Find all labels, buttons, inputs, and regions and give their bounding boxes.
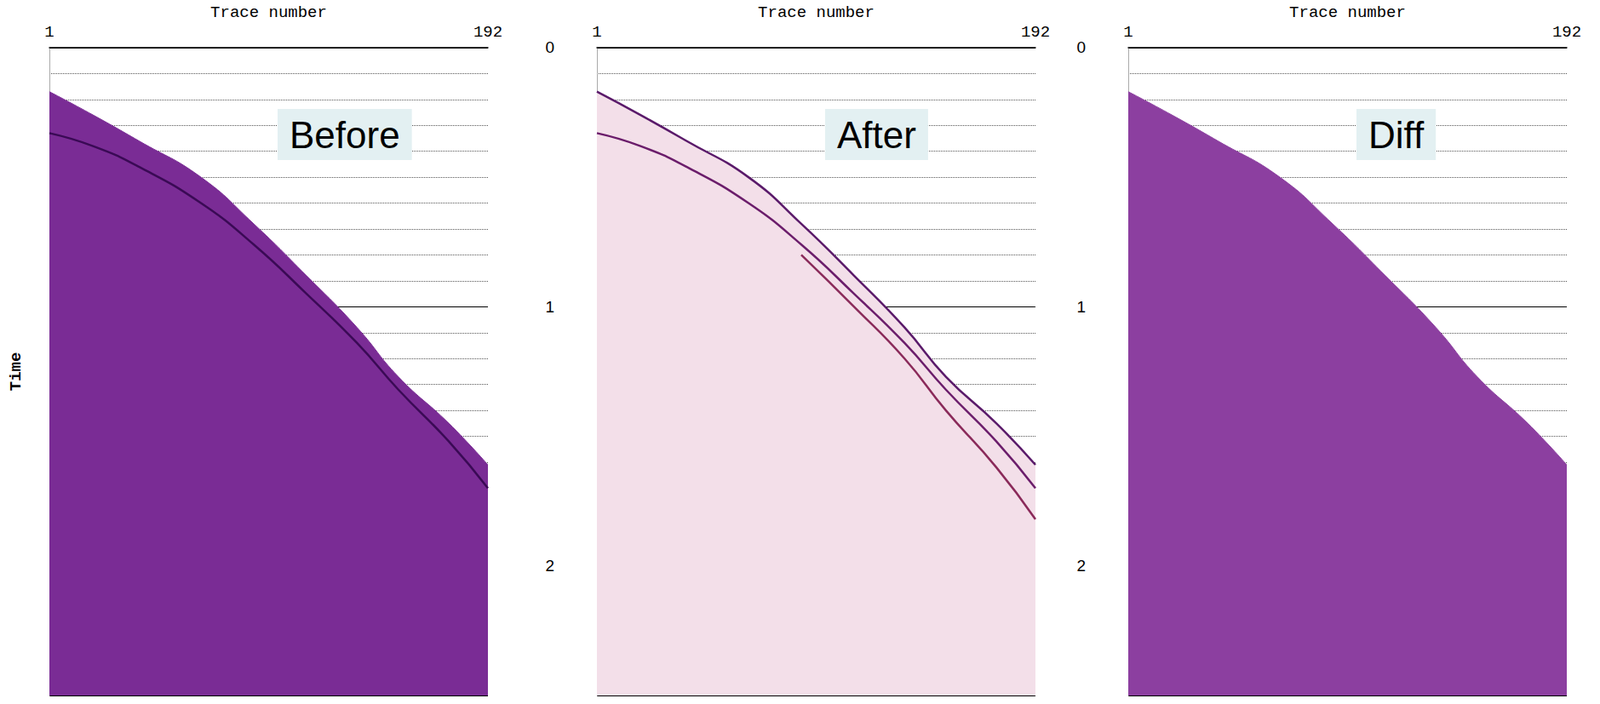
svg-text:Trace number: Trace number [210, 3, 327, 23]
svg-text:192: 192 [1552, 22, 1582, 42]
svg-text:After: After [837, 114, 917, 156]
svg-text:0: 0 [544, 38, 555, 57]
svg-text:0: 0 [1076, 38, 1086, 57]
svg-text:Before: Before [289, 114, 401, 156]
svg-text:1: 1 [1123, 22, 1133, 42]
svg-text:192: 192 [473, 22, 503, 42]
svg-text:Diff: Diff [1368, 114, 1425, 156]
svg-text:1: 1 [1076, 298, 1086, 316]
svg-text:1: 1 [591, 22, 602, 42]
svg-text:Trace number: Trace number [757, 3, 875, 23]
svg-text:Trace number: Trace number [1289, 3, 1406, 23]
svg-text:192: 192 [1020, 22, 1050, 42]
svg-text:1: 1 [544, 298, 555, 316]
svg-text:2: 2 [544, 556, 555, 575]
svg-text:Time: Time [6, 352, 26, 392]
svg-text:1: 1 [44, 22, 54, 42]
svg-text:2: 2 [1076, 556, 1086, 575]
